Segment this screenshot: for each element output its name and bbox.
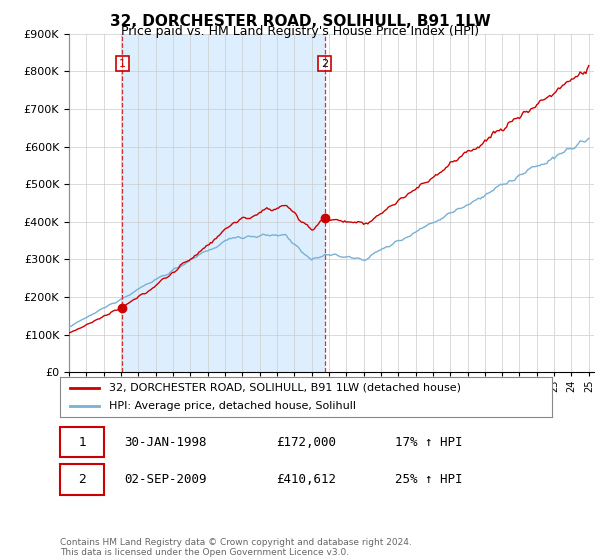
FancyBboxPatch shape: [60, 464, 104, 494]
Text: 1: 1: [78, 436, 86, 449]
Text: Price paid vs. HM Land Registry's House Price Index (HPI): Price paid vs. HM Land Registry's House …: [121, 25, 479, 38]
Text: 32, DORCHESTER ROAD, SOLIHULL, B91 1LW: 32, DORCHESTER ROAD, SOLIHULL, B91 1LW: [110, 14, 490, 29]
Bar: [122, 34, 325, 372]
Text: Contains HM Land Registry data © Crown copyright and database right 2024.
This d: Contains HM Land Registry data © Crown c…: [60, 538, 412, 557]
Text: £172,000: £172,000: [277, 436, 337, 449]
Text: 2: 2: [78, 473, 86, 486]
FancyBboxPatch shape: [60, 427, 104, 458]
Text: 17% ↑ HPI: 17% ↑ HPI: [395, 436, 462, 449]
Text: 2: 2: [321, 59, 328, 69]
Text: 30-JAN-1998: 30-JAN-1998: [124, 436, 206, 449]
Text: 32, DORCHESTER ROAD, SOLIHULL, B91 1LW (detached house): 32, DORCHESTER ROAD, SOLIHULL, B91 1LW (…: [109, 383, 461, 393]
Text: 1: 1: [119, 59, 126, 69]
Text: 25% ↑ HPI: 25% ↑ HPI: [395, 473, 462, 486]
Text: £410,612: £410,612: [277, 473, 337, 486]
Text: 02-SEP-2009: 02-SEP-2009: [124, 473, 206, 486]
Text: HPI: Average price, detached house, Solihull: HPI: Average price, detached house, Soli…: [109, 402, 356, 411]
